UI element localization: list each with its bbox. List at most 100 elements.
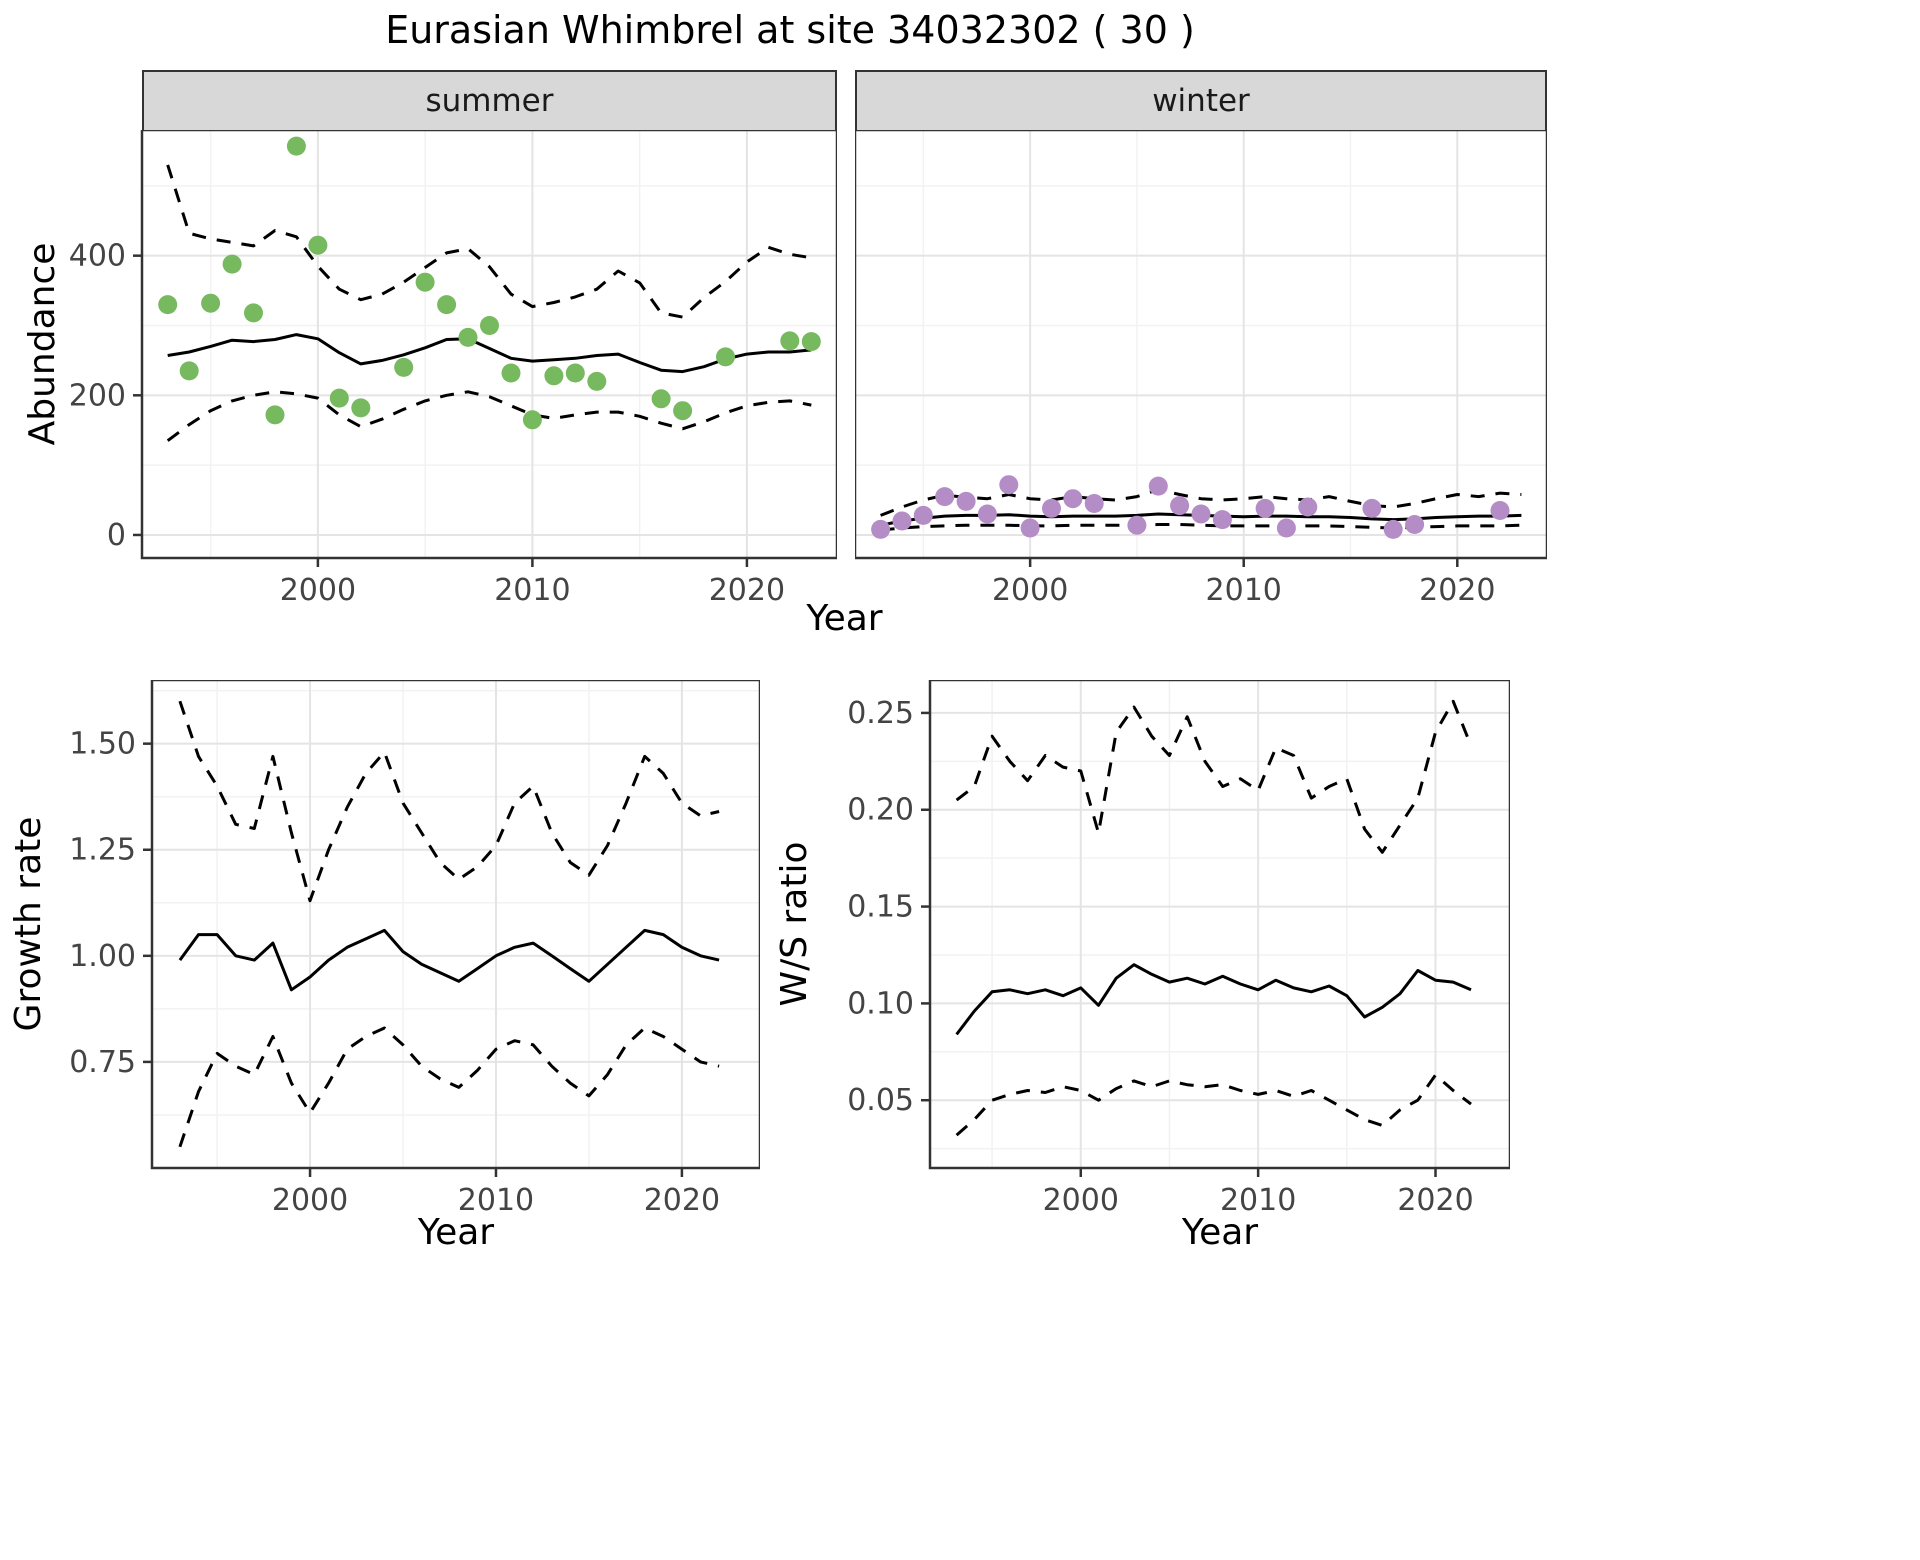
y-tick-label: 0.75 (69, 1045, 136, 1080)
x-tick-label: 2020 (1397, 1183, 1473, 1218)
x-tick-label: 2010 (1220, 1183, 1296, 1218)
panel-background (930, 680, 1510, 1168)
ci-lower-line (178, 1026, 720, 1148)
summer-observed-point (437, 295, 457, 315)
summer-observed-point (158, 295, 178, 315)
panel-border (140, 130, 837, 560)
summer-observed-point (716, 347, 735, 367)
y-tick-label: 0.10 (847, 986, 914, 1021)
summer-observed-point (673, 401, 693, 421)
winter-observed-point (1490, 501, 1510, 520)
summer-observed-point (458, 327, 478, 347)
summer-observed-point (565, 363, 585, 383)
winter-observed-point (1127, 515, 1147, 535)
facet-strip-winter: winter (855, 70, 1547, 132)
y-tick-label: 0.15 (847, 890, 914, 925)
y-tick-label: 0.25 (847, 696, 914, 731)
trend-line (178, 928, 720, 992)
summer-observed-point (801, 332, 821, 352)
y-tick-label: 200 (69, 378, 126, 413)
ci-lower-line (955, 1073, 1472, 1137)
winter-observed-point (1276, 518, 1296, 538)
winter-observed-point (1063, 489, 1083, 509)
summer-abundance-chart: 2000 2010 2020 0 200 400 (69, 130, 837, 608)
y-tick-label: 1.00 (69, 939, 136, 974)
x-tick-label: 2000 (992, 573, 1068, 608)
ci-upper-line (880, 488, 1522, 517)
summer-observed-point (265, 405, 285, 425)
y-tick-label: 1.50 (69, 727, 136, 762)
x-tick-label: 2010 (494, 573, 570, 608)
winter-observed-point (1084, 494, 1104, 513)
panel-border (150, 680, 760, 1170)
winter-observed-point (1255, 498, 1275, 518)
facet-strip-summer-label: summer (425, 83, 554, 119)
winter-observed-point (892, 511, 912, 531)
summer-observed-point (651, 389, 671, 409)
growth-rate-y-axis-label: Growth rate (8, 816, 49, 1032)
winter-observed-point (871, 519, 891, 539)
x-tick-label: 2020 (1419, 573, 1495, 608)
winter-observed-point (1298, 497, 1318, 517)
x-tick-label: 2000 (272, 1183, 348, 1218)
summer-observed-point (351, 398, 371, 418)
ws-ratio-y-axis-label: W/S ratio (774, 841, 815, 1007)
x-tick-label: 2010 (1206, 573, 1282, 608)
y-tick-label: 0.20 (847, 793, 914, 828)
ws-ratio-chart: 2000 2010 2020 0.05 0.10 0.15 0.20 0.25 (847, 680, 1510, 1218)
winter-observed-point (1148, 476, 1168, 496)
summer-observed-point (780, 331, 800, 351)
panel-background (855, 130, 1547, 558)
summer-observed-point (522, 410, 542, 430)
winter-observed-point (1383, 519, 1403, 539)
summer-observed-point (329, 388, 349, 408)
summer-observed-point (587, 371, 607, 391)
summer-observed-point (179, 361, 199, 381)
ci-upper-line (178, 700, 720, 903)
trend-line (167, 333, 812, 374)
y-tick-label: 0.05 (847, 1083, 914, 1118)
winter-observed-point (1170, 496, 1190, 516)
summer-observed-point (201, 293, 221, 313)
x-tick-label: 2010 (458, 1183, 534, 1218)
winter-observed-point (1020, 518, 1040, 538)
winter-abundance-chart: 2000 2010 2020 (855, 130, 1547, 608)
chart-title: Eurasian Whimbrel at site 34032302 ( 30 … (385, 8, 1195, 52)
summer-observed-point (308, 235, 328, 255)
ci-upper-line (166, 164, 812, 319)
winter-observed-point (977, 504, 997, 524)
panel-border (855, 130, 1547, 560)
summer-observed-point (222, 254, 242, 274)
abundance-x-axis-label: Year (806, 598, 883, 639)
x-tick-label: 2000 (280, 573, 356, 608)
x-tick-label: 2020 (709, 573, 785, 608)
summer-observed-point (544, 366, 564, 386)
summer-observed-point (415, 272, 435, 292)
growth-rate-x-axis-label: Year (417, 1212, 495, 1253)
ws-ratio-x-axis-label: Year (1181, 1212, 1259, 1253)
growth-rate-chart: 2000 2010 2020 0.75 1.00 1.25 1.50 (69, 680, 760, 1218)
winter-observed-point (1191, 504, 1211, 524)
facet-strip-winter-label: winter (1152, 83, 1250, 119)
winter-observed-point (913, 505, 933, 525)
y-tick-label: 1.25 (69, 833, 136, 868)
trend-line (955, 963, 1472, 1036)
winter-observed-point (999, 475, 1019, 495)
facet-strip-summer: summer (142, 70, 837, 132)
summer-observed-point (394, 357, 414, 377)
winter-observed-point (1362, 498, 1382, 518)
winter-observed-point (1405, 515, 1425, 534)
panel-background (152, 680, 760, 1168)
winter-observed-point (956, 491, 976, 511)
winter-observed-point (1212, 510, 1232, 530)
y-tick-label: 400 (69, 239, 126, 274)
winter-observed-point (935, 487, 955, 507)
y-tick-label: 0 (107, 518, 126, 553)
panel-background (142, 130, 837, 558)
x-tick-label: 2000 (1043, 1183, 1119, 1218)
panel-border (928, 680, 1510, 1170)
winter-observed-point (1042, 498, 1061, 518)
summer-observed-point (501, 363, 521, 383)
summer-observed-point (286, 136, 306, 156)
